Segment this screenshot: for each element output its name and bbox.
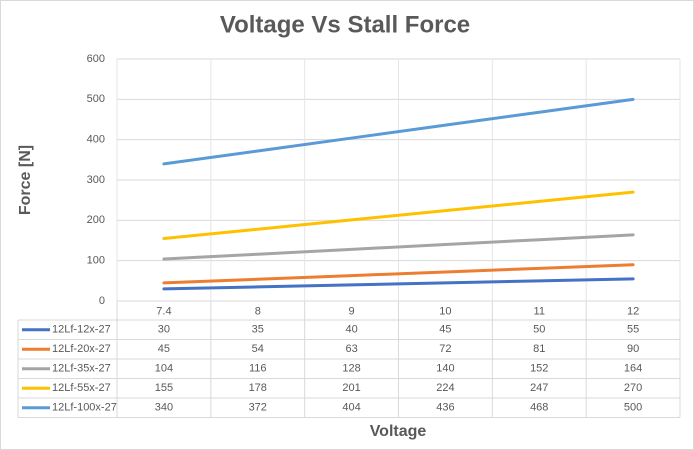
x-tick-label: 11 [534, 305, 545, 317]
legend-label: 12Lf-20x-27 [52, 343, 111, 355]
x-tick-label: 10 [439, 305, 451, 317]
y-tick-label: 500 [87, 93, 105, 105]
table-value: 90 [627, 343, 639, 355]
table-value: 55 [627, 324, 639, 336]
table-value: 128 [342, 363, 360, 375]
table-value: 247 [530, 382, 548, 394]
table-value: 45 [439, 324, 451, 336]
legend-label: 12Lf-55x-27 [52, 382, 111, 394]
series-line [162, 233, 635, 261]
table-value: 372 [249, 402, 267, 414]
y-tick-label: 200 [87, 214, 105, 226]
y-tick-label: 400 [87, 134, 105, 146]
table-value: 224 [436, 382, 454, 394]
legend-label: 12Lf-35x-27 [52, 363, 111, 375]
table-value: 50 [533, 324, 545, 336]
table-value: 104 [155, 363, 173, 375]
x-tick-label: 12 [627, 305, 639, 317]
table-value: 40 [345, 324, 357, 336]
table-value: 436 [436, 402, 454, 414]
table-value: 45 [158, 343, 170, 355]
table-value: 500 [624, 402, 642, 414]
table-value: 116 [249, 363, 267, 375]
y-tick-label: 100 [87, 255, 105, 267]
series-line [162, 277, 635, 291]
table-value: 30 [158, 324, 170, 336]
table-value: 164 [624, 363, 642, 375]
table-value: 178 [249, 382, 267, 394]
legend-label: 12Lf-100x-27 [52, 402, 117, 414]
x-tick-label: 8 [255, 305, 261, 317]
table-value: 340 [155, 402, 173, 414]
table-value: 140 [436, 363, 454, 375]
y-axis-title: Force [N] [17, 145, 34, 215]
y-tick-label: 0 [99, 295, 105, 307]
table-value: 404 [342, 402, 360, 414]
table-value: 155 [155, 382, 173, 394]
x-tick-label: 7.4 [156, 305, 171, 317]
chart-title: Voltage Vs Stall Force [220, 11, 470, 38]
y-tick-label: 600 [87, 53, 105, 65]
legend-label: 12Lf-12x-27 [52, 324, 111, 336]
table-value: 81 [533, 343, 545, 355]
table-value: 72 [439, 343, 451, 355]
y-tick-label: 300 [87, 174, 105, 186]
series-line [162, 263, 635, 285]
table-value: 201 [342, 382, 360, 394]
table-value: 35 [252, 324, 264, 336]
x-axis-title: Voltage [370, 423, 427, 440]
table-value: 63 [345, 343, 357, 355]
series-line [162, 97, 635, 166]
table-value: 54 [252, 343, 264, 355]
series-line [162, 190, 635, 240]
table-value: 152 [530, 363, 548, 375]
x-tick-label: 9 [349, 305, 355, 317]
table-value: 270 [624, 382, 642, 394]
table-value: 468 [530, 402, 548, 414]
